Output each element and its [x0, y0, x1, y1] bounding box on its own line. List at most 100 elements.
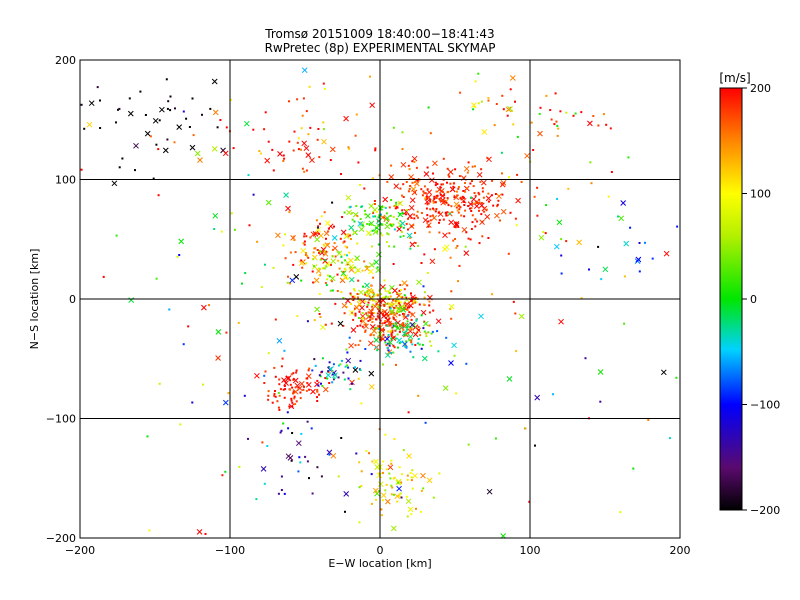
data-point-cross [553, 243, 560, 250]
data-point-dot [374, 215, 377, 218]
data-point-dot [403, 306, 406, 309]
data-point-dot [363, 260, 366, 263]
data-point-dot [556, 124, 559, 127]
data-point-dot [462, 196, 465, 199]
data-point-dot [411, 181, 414, 184]
data-point-dot [426, 203, 429, 206]
data-point-dot [383, 279, 386, 282]
data-point-dot [191, 401, 194, 404]
data-point-dot [374, 203, 376, 205]
data-point-dot [447, 174, 450, 177]
data-point-dot [425, 196, 428, 198]
data-point-dot [340, 291, 343, 294]
data-point-dot [377, 305, 380, 308]
data-point-cross [484, 213, 491, 220]
data-point-dot [390, 322, 393, 325]
data-point-dot [500, 151, 503, 154]
data-point-dot [288, 388, 291, 391]
data-point-dot [264, 370, 267, 373]
data-point-cross [328, 366, 334, 372]
data-point-dot [556, 134, 559, 137]
data-point-cross [178, 238, 185, 245]
data-point-dot [485, 208, 488, 211]
data-point-cross [322, 386, 329, 393]
data-point-dot [473, 105, 476, 108]
data-point-dot [533, 195, 536, 198]
data-point-cross [349, 379, 355, 386]
data-point-dot [305, 169, 308, 172]
data-point-dot [308, 85, 311, 88]
data-point-dot [456, 209, 459, 212]
data-point-dot [155, 143, 158, 146]
data-point-dot [392, 322, 395, 325]
data-point-dot [179, 423, 182, 426]
data-point-dot [499, 219, 501, 222]
data-point-dot [474, 165, 476, 168]
data-point-dot [399, 301, 402, 304]
data-point-cross [309, 157, 315, 164]
x-tick-label: 0 [377, 544, 384, 557]
data-point-dot [600, 278, 603, 281]
data-point-dot [298, 456, 301, 459]
data-point-dot [252, 128, 255, 131]
data-point-cross [275, 232, 281, 239]
data-point-dot [319, 258, 322, 261]
data-point-dot [387, 296, 390, 299]
data-point-dot [346, 263, 349, 266]
data-point-dot [372, 211, 375, 214]
data-point-cross [340, 270, 347, 277]
data-point-dot [307, 256, 310, 259]
data-point-dot [337, 475, 340, 478]
data-point-dot [292, 390, 295, 393]
data-point-dot [346, 364, 349, 367]
data-point-dot [311, 270, 314, 273]
data-point-dot [491, 293, 494, 296]
data-point-dot [353, 231, 356, 234]
data-point-cross [412, 472, 418, 479]
data-point-dot [464, 182, 466, 184]
data-point-dot [427, 196, 430, 199]
data-point-dot [675, 376, 678, 379]
data-point-dot [383, 303, 386, 306]
data-point-dot [427, 331, 430, 334]
data-point-dot [456, 190, 458, 193]
data-point-cross [373, 458, 379, 465]
data-point-dot [356, 242, 359, 245]
data-point-dot [224, 470, 227, 473]
data-point-dot [360, 470, 363, 473]
data-point-dot [398, 292, 401, 295]
data-point-dot [321, 357, 324, 360]
data-point-dot [398, 314, 401, 317]
data-point-dot [342, 324, 345, 327]
data-point-dot [345, 305, 348, 308]
data-point-dot [305, 252, 307, 255]
data-point-dot [555, 120, 558, 123]
data-point-dot [301, 114, 304, 117]
data-point-dot [390, 459, 393, 462]
data-point-dot [398, 302, 401, 305]
data-point-dot [392, 351, 395, 354]
data-point-dot [560, 254, 563, 257]
data-point-dot [449, 182, 452, 185]
data-point-dot [351, 218, 354, 221]
data-point-dot [447, 190, 450, 193]
data-point-dot [599, 400, 602, 403]
data-point-cross [315, 226, 322, 233]
data-point-dot [263, 482, 266, 485]
data-point-dot [437, 211, 440, 214]
data-point-dot [445, 336, 448, 339]
data-point-dot [394, 319, 397, 321]
data-point-dot [475, 200, 478, 203]
plot-frame [79, 59, 681, 539]
data-point-dot [296, 98, 299, 101]
data-point-dot [397, 346, 399, 349]
data-point-cross [365, 314, 372, 320]
data-point-dot [375, 227, 378, 229]
data-point-dot [398, 310, 401, 313]
data-point-dot [174, 107, 176, 110]
data-point-cross [300, 247, 307, 254]
colorbar-label: [m/s] [719, 71, 750, 85]
data-point-dot [439, 199, 442, 202]
data-point-dot [399, 235, 402, 238]
data-point-cross [416, 279, 422, 286]
